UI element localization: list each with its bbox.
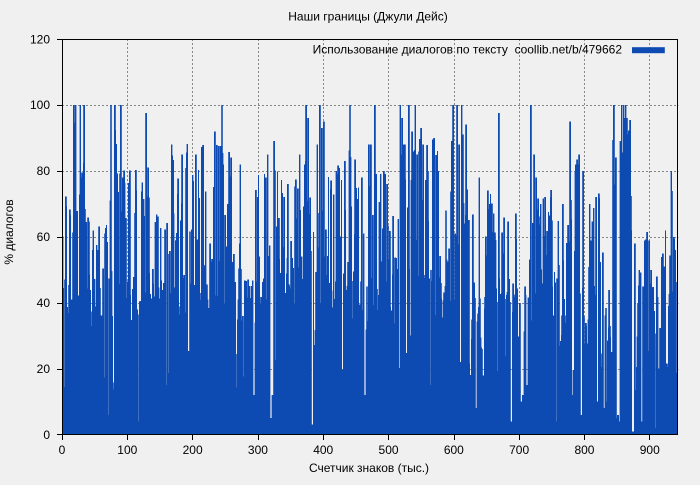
- svg-text:700: 700: [509, 443, 529, 457]
- svg-text:100: 100: [117, 443, 137, 457]
- svg-text:20: 20: [37, 362, 51, 376]
- svg-text:100: 100: [30, 98, 50, 112]
- svg-text:0: 0: [43, 428, 50, 442]
- svg-text:400: 400: [313, 443, 333, 457]
- svg-text:60: 60: [37, 230, 51, 244]
- svg-text:Наши границы (Джули Дейс): Наши границы (Джули Дейс): [288, 10, 447, 24]
- svg-text:80: 80: [37, 164, 51, 178]
- svg-text:500: 500: [379, 443, 399, 457]
- svg-text:0: 0: [59, 443, 66, 457]
- svg-text:300: 300: [248, 443, 268, 457]
- svg-text:120: 120: [30, 32, 50, 46]
- svg-text:Счетчик знаков (тыс.): Счетчик знаков (тыс.): [309, 461, 429, 475]
- svg-text:40: 40: [37, 296, 51, 310]
- svg-text:Использование диалогов по текс: Использование диалогов по тексту coollib…: [313, 43, 623, 57]
- svg-text:200: 200: [183, 443, 203, 457]
- svg-text:% диалогов: % диалогов: [2, 199, 16, 264]
- svg-text:600: 600: [444, 443, 464, 457]
- svg-text:900: 900: [640, 443, 660, 457]
- svg-text:800: 800: [574, 443, 594, 457]
